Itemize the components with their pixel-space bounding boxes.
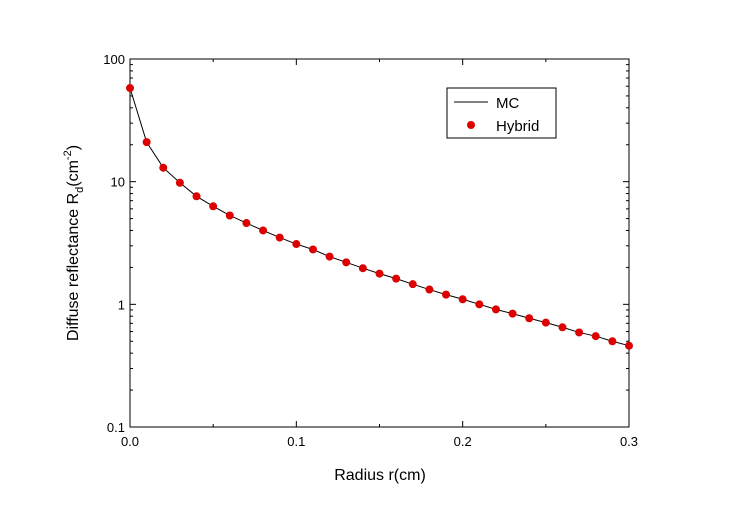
y-tick-label: 10 xyxy=(111,175,125,190)
hybrid-point xyxy=(325,252,334,261)
legend: MC Hybrid xyxy=(446,87,557,139)
hybrid-point xyxy=(209,202,218,211)
legend-hybrid-label: Hybrid xyxy=(496,118,539,135)
y-axis-title-unit-sup: -2 xyxy=(62,150,74,160)
y-axis-title-unit-open: (cm xyxy=(65,160,82,187)
hybrid-point xyxy=(159,163,168,172)
series-layer xyxy=(126,84,633,350)
hybrid-point xyxy=(508,309,517,318)
hybrid-point xyxy=(308,245,317,254)
hybrid-point xyxy=(342,258,351,267)
hybrid-point xyxy=(408,280,417,289)
hybrid-point xyxy=(608,337,617,346)
hybrid-point xyxy=(142,138,151,147)
y-axis-title-main: Diffuse reflectance R xyxy=(65,193,82,341)
hybrid-point xyxy=(525,314,534,323)
hybrid-point xyxy=(558,323,567,332)
legend-mc-label: MC xyxy=(496,95,519,112)
y-tick-label: 1 xyxy=(118,297,125,312)
x-tick-label: 0.3 xyxy=(620,434,638,449)
hybrid-point xyxy=(591,332,600,341)
x-tick-label: 0.1 xyxy=(287,434,305,449)
hybrid-point xyxy=(175,178,184,187)
legend-hybrid-swatch xyxy=(467,121,475,129)
x-tick-label: 0.2 xyxy=(454,434,472,449)
hybrid-point xyxy=(575,328,584,337)
axis-ticks xyxy=(129,58,630,428)
hybrid-point xyxy=(225,211,234,220)
y-axis-title-subscript: d xyxy=(74,187,86,193)
hybrid-point xyxy=(442,290,451,299)
x-tick-label: 0.0 xyxy=(121,434,139,449)
hybrid-point xyxy=(475,300,484,309)
hybrid-point xyxy=(275,233,284,242)
hybrid-point xyxy=(242,219,251,228)
hybrid-point xyxy=(192,192,201,201)
hybrid-point xyxy=(625,341,633,350)
y-axis-title: Diffuse reflectance Rd(cm-2) xyxy=(62,145,86,341)
hybrid-point xyxy=(458,295,467,304)
legend-box xyxy=(446,87,557,139)
y-tick-label: 100 xyxy=(103,52,125,67)
hybrid-point xyxy=(541,318,550,327)
hybrid-point xyxy=(425,285,434,294)
hybrid-point xyxy=(375,269,384,278)
hybrid-point xyxy=(392,274,401,283)
y-tick-label: 0.1 xyxy=(107,420,125,435)
y-axis-title-unit-close: ) xyxy=(65,145,82,150)
hybrid-point xyxy=(491,305,500,314)
hybrid-point xyxy=(259,226,268,235)
x-axis-title: Radius r(cm) xyxy=(334,467,426,484)
hybrid-point xyxy=(358,264,367,273)
hybrid-point xyxy=(126,84,134,93)
hybrid-point xyxy=(292,240,301,249)
